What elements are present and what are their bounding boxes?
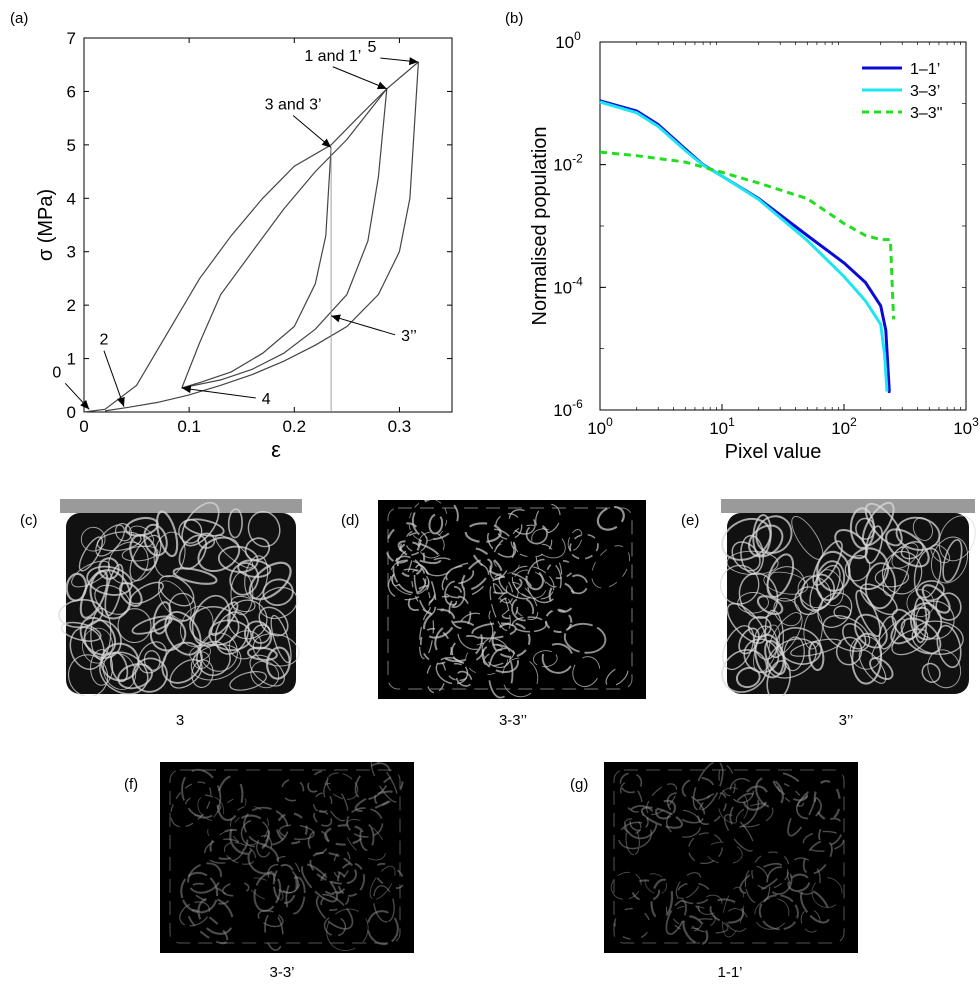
- annotation-arrow: [103, 350, 125, 407]
- series-line: [181, 88, 388, 389]
- series-line: [599, 99, 891, 393]
- x-tick-label: 100: [587, 415, 613, 438]
- y-axis-label: Normalised population: [529, 126, 551, 325]
- y-tick-label: 2: [67, 296, 76, 315]
- annotation-label: 3 and 3’: [265, 97, 322, 114]
- y-tick-label: 4: [67, 189, 76, 208]
- annotation: 3’’: [330, 314, 417, 345]
- compression-plate: [60, 499, 302, 513]
- arrow-head-icon: [408, 57, 419, 66]
- coil-loops: [169, 762, 405, 951]
- legend-label: 3–3": [910, 105, 942, 122]
- annotation: 4: [181, 385, 271, 408]
- plot-frame: [83, 37, 453, 413]
- x-tick-label: 101: [709, 415, 735, 438]
- y-tick-label: 6: [67, 82, 76, 101]
- panel-label-b: (b): [505, 10, 524, 27]
- panel-label-a: (a): [10, 10, 29, 27]
- annotation-label: 0: [52, 364, 61, 381]
- caption-f: 3-3’: [269, 964, 295, 981]
- arrow-head-icon: [331, 314, 341, 323]
- y-axis-label: σ (MPa): [35, 189, 57, 261]
- panel-label-g: (g): [570, 776, 589, 793]
- legend-label: 1–1’: [910, 61, 940, 78]
- annotation: 0: [52, 364, 90, 410]
- legend-label: 3–3’: [910, 83, 940, 100]
- pixel-histogram-chart: 100 101 102 103 100 10-2 10-4 10-6 Pixel value No…: [529, 29, 979, 463]
- series-line: [104, 61, 419, 412]
- x-tick-label: 0.3: [388, 417, 412, 436]
- x-tick-label: 0.2: [282, 417, 306, 436]
- series-line: [181, 88, 388, 389]
- annotation-label: 4: [262, 391, 271, 408]
- y-tick-label: 100: [555, 29, 581, 52]
- arrow-head-icon: [181, 385, 192, 394]
- annotation-label: 1 and 1’: [304, 48, 361, 65]
- y-tick-label: 7: [67, 29, 76, 48]
- series-line: [181, 147, 332, 389]
- annotation: 3 and 3’: [265, 97, 332, 148]
- annotation-label: 3’’: [401, 328, 417, 345]
- annotation-label: 2: [100, 332, 109, 349]
- photo-d-difference-3-3pp: [378, 500, 646, 699]
- arrow-head-icon: [321, 138, 332, 148]
- annotation-arrow: [332, 66, 388, 90]
- compression-plate: [721, 499, 975, 513]
- annotation: 1 and 1’: [304, 48, 388, 90]
- y-tick-label: 5: [67, 136, 76, 155]
- caption-g: 1-1’: [717, 964, 743, 981]
- photo-c-state-3: [58, 499, 304, 696]
- y-tick-label: 3: [67, 243, 76, 262]
- photo-f-difference-3-3p: [160, 762, 414, 953]
- x-tick-label: 0.1: [177, 417, 201, 436]
- y-tick-label: 10-4: [553, 274, 583, 297]
- annotation-arrow: [181, 387, 256, 399]
- photo-g-difference-1-1p: [604, 762, 858, 953]
- series-line: [599, 150, 896, 320]
- y-tick-label: 1: [67, 350, 76, 369]
- photo-e-state-3pp: [719, 499, 977, 696]
- arrow-head-icon: [80, 400, 90, 410]
- photo-background: [604, 762, 858, 953]
- panel-label-c: (c): [20, 512, 38, 529]
- series-line: [83, 61, 419, 413]
- panel-label-d: (d): [341, 512, 360, 529]
- x-tick-label: 102: [831, 415, 857, 438]
- panel-label-f: (f): [124, 776, 139, 793]
- arrow-head-icon: [376, 81, 387, 90]
- annotation-arrow: [330, 315, 396, 336]
- coil-specimen: [727, 513, 969, 694]
- y-tick-label: 0: [67, 403, 76, 422]
- x-tick-label: 0: [79, 417, 88, 436]
- annotation: 2: [100, 332, 125, 407]
- coil-loops: [58, 501, 300, 696]
- annotation: 5: [367, 39, 419, 66]
- caption-d: 3-3’’: [498, 712, 528, 729]
- coil-loops: [719, 501, 976, 696]
- panel-label-e: (e): [681, 512, 700, 529]
- annotation-label: 5: [367, 39, 376, 56]
- caption-c: 3: [175, 712, 185, 729]
- x-tick-label: 103: [953, 415, 979, 438]
- x-axis-label: Pixel value: [725, 441, 822, 463]
- arrow-head-icon: [117, 396, 125, 407]
- caption-e: 3’’: [838, 712, 854, 729]
- y-tick-label: 10-6: [553, 397, 583, 420]
- x-axis-label: ε: [271, 437, 281, 462]
- series-line: [599, 100, 889, 392]
- y-tick-label: 10-2: [553, 152, 583, 175]
